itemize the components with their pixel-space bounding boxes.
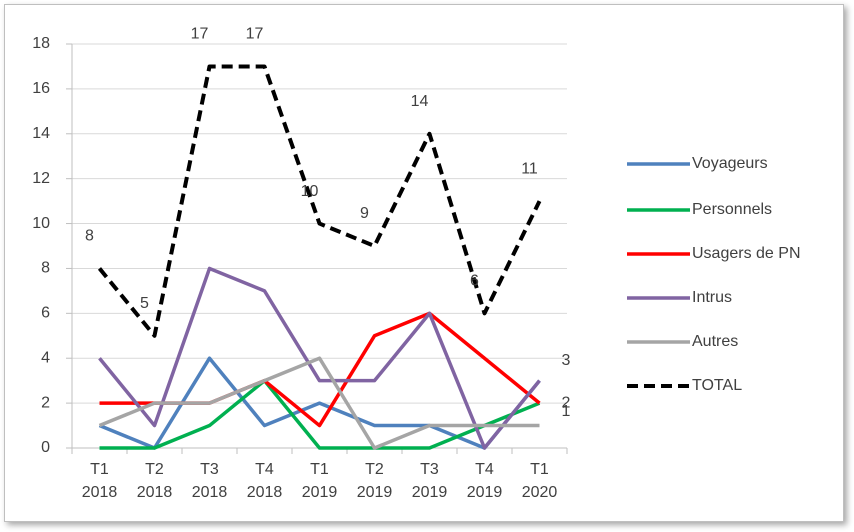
y-tick-label: 4 — [41, 349, 50, 366]
y-tick-label: 14 — [32, 125, 50, 142]
line — [99, 378, 541, 450]
data-label: 5 — [140, 295, 149, 312]
x-tick-label: 2019 — [467, 484, 503, 501]
data-label: 6 — [470, 273, 479, 290]
y-tick-label: 8 — [41, 260, 50, 277]
x-tick-label: 2019 — [357, 484, 393, 501]
y-tick-label: 6 — [41, 305, 50, 322]
x-tick-label: T3 — [200, 461, 219, 478]
x-tick-label: T2 — [365, 461, 384, 478]
x-tick-label: T1 — [530, 461, 549, 478]
data-label: 1 — [562, 403, 571, 420]
line — [98, 266, 541, 450]
x-tick-label: 2020 — [522, 484, 558, 501]
x-tick-label: 2019 — [412, 484, 448, 501]
data-label: 2 — [562, 394, 571, 411]
y-tick-label: 2 — [41, 394, 50, 411]
data-label: 8 — [85, 228, 94, 245]
x-tick-label: T1 — [90, 461, 109, 478]
legend-label: Usagers de PN — [692, 245, 801, 262]
legend-label: Intrus — [692, 289, 732, 306]
data-label: 17 — [246, 26, 264, 43]
x-tick-label: 2018 — [82, 484, 118, 501]
legend-label: TOTAL — [692, 377, 742, 394]
legend-label: Voyageurs — [692, 155, 768, 172]
line — [98, 356, 541, 450]
x-tick-label: T3 — [420, 461, 439, 478]
data-label: 3 — [562, 352, 571, 369]
data-label: 14 — [411, 93, 429, 110]
line — [97, 64, 542, 338]
data-label: 17 — [191, 26, 209, 43]
y-tick-label: 0 — [41, 439, 50, 456]
line — [99, 311, 541, 428]
chart-frame — [4, 4, 844, 522]
x-tick-label: T1 — [310, 461, 329, 478]
y-tick-label: 10 — [32, 215, 50, 232]
y-tick-label: 12 — [32, 170, 50, 187]
x-tick-label: T4 — [475, 461, 494, 478]
y-tick-label: 18 — [32, 35, 50, 52]
legend-label: Autres — [692, 333, 738, 350]
legend-label: Personnels — [692, 201, 772, 218]
x-tick-label: T2 — [145, 461, 164, 478]
x-tick-label: 2018 — [137, 484, 173, 501]
x-tick-label: T4 — [255, 461, 274, 478]
line — [98, 356, 540, 450]
x-tick-label: 2018 — [247, 484, 283, 501]
data-label: 11 — [521, 160, 538, 177]
x-tick-label: 2019 — [302, 484, 338, 501]
data-label: 10 — [301, 183, 319, 200]
data-label: 9 — [360, 205, 369, 222]
y-tick-label: 16 — [32, 80, 50, 97]
x-tick-label: 2018 — [192, 484, 228, 501]
